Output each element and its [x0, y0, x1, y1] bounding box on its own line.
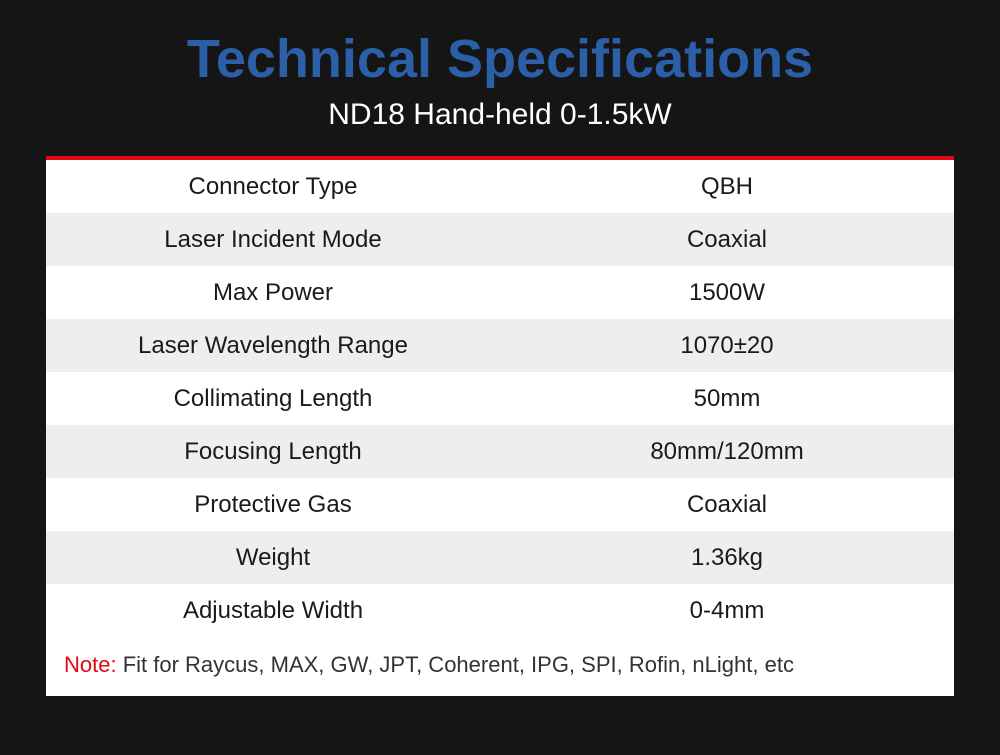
spec-label: Protective Gas [46, 478, 500, 531]
spec-value: 1500W [500, 266, 954, 319]
spec-table: Connector Type QBH Laser Incident Mode C… [46, 160, 954, 637]
spec-value: 50mm [500, 372, 954, 425]
page-subtitle: ND18 Hand-held 0-1.5kW [328, 98, 672, 132]
page-title: Technical Specifications [187, 28, 813, 90]
spec-value: 1.36kg [500, 531, 954, 584]
table-row: Protective Gas Coaxial [46, 478, 954, 531]
spec-value: Coaxial [500, 213, 954, 266]
spec-table-wrapper: Connector Type QBH Laser Incident Mode C… [46, 156, 954, 696]
table-row: Max Power 1500W [46, 266, 954, 319]
note-row: Note: Fit for Raycus, MAX, GW, JPT, Cohe… [46, 637, 954, 696]
table-row: Laser Wavelength Range 1070±20 [46, 319, 954, 372]
spec-label: Laser Wavelength Range [46, 319, 500, 372]
spec-label: Max Power [46, 266, 500, 319]
spec-label: Weight [46, 531, 500, 584]
spec-container: Technical Specifications ND18 Hand-held … [0, 0, 1000, 755]
spec-value: 1070±20 [500, 319, 954, 372]
table-row: Weight 1.36kg [46, 531, 954, 584]
note-text: Fit for Raycus, MAX, GW, JPT, Coherent, … [117, 652, 794, 677]
spec-label: Adjustable Width [46, 584, 500, 637]
table-row: Adjustable Width 0-4mm [46, 584, 954, 637]
note-label: Note: [64, 652, 117, 677]
table-row: Focusing Length 80mm/120mm [46, 425, 954, 478]
spec-value: QBH [500, 160, 954, 213]
spec-label: Collimating Length [46, 372, 500, 425]
spec-label: Focusing Length [46, 425, 500, 478]
table-row: Collimating Length 50mm [46, 372, 954, 425]
spec-label: Connector Type [46, 160, 500, 213]
table-row: Laser Incident Mode Coaxial [46, 213, 954, 266]
table-row: Connector Type QBH [46, 160, 954, 213]
spec-value: 80mm/120mm [500, 425, 954, 478]
spec-value: 0-4mm [500, 584, 954, 637]
spec-value: Coaxial [500, 478, 954, 531]
spec-label: Laser Incident Mode [46, 213, 500, 266]
